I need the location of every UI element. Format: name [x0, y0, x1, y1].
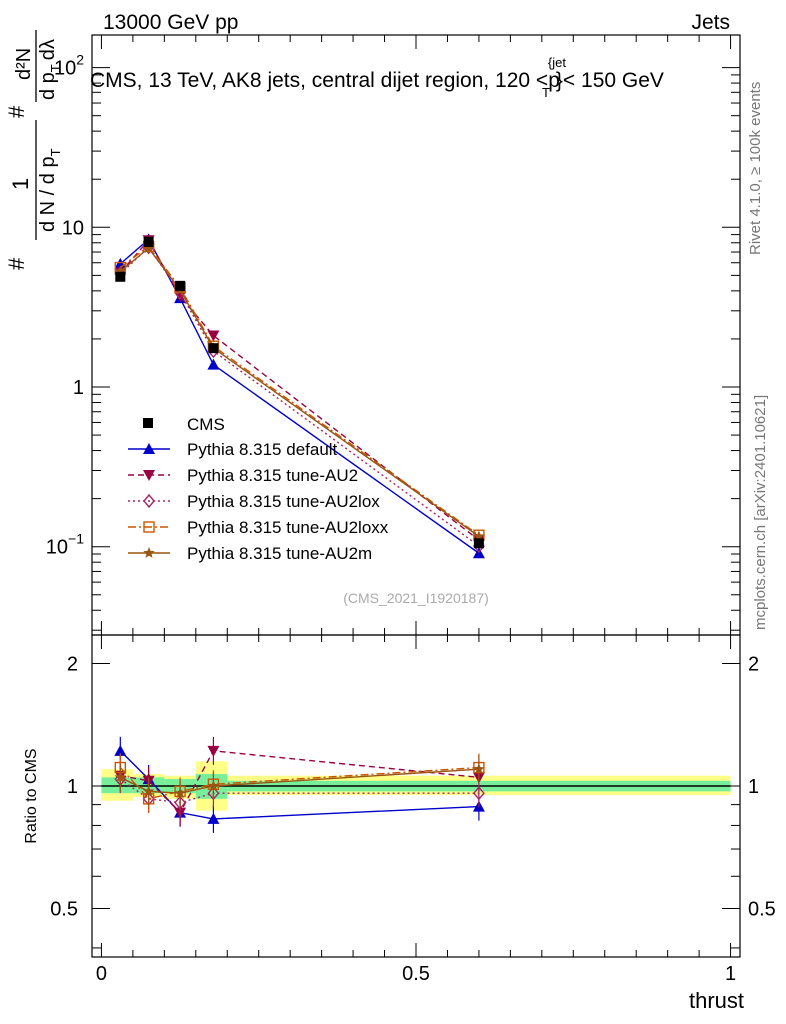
legend-label-4: Pythia 8.315 tune-AU2m: [187, 544, 372, 563]
series-point-0: [114, 257, 127, 269]
ylabel-frac-den: d N / d pT: [37, 148, 63, 232]
x-axis-label: thrust: [689, 988, 744, 1013]
mcplots-label: mcplots.cern.ch [arXiv:2401.10621]: [752, 395, 769, 630]
main-series-layer: [114, 233, 485, 559]
series-point-1: [207, 330, 220, 342]
ratio-y-axis-label: Ratio to CMS: [23, 748, 40, 843]
data-point: [208, 343, 219, 354]
ratio-point-0: [114, 744, 127, 756]
series-point-0: [207, 358, 220, 370]
ratio-series-layer: [114, 736, 485, 833]
data-point: [143, 236, 154, 247]
legend: CMS Pythia 8.315 default Pythia 8.315 tune…: [128, 415, 389, 563]
ratio-point-4: [207, 780, 220, 791]
legend-marker-data: [143, 418, 153, 428]
ylabel-hash-2: #: [4, 105, 29, 118]
rivet-label: Rivet 4.1.0, ≥ 100k events: [747, 82, 764, 255]
ratio-point-0: [207, 812, 220, 824]
legend-label-3: Pythia 8.315 tune-AU2loxx: [187, 518, 389, 537]
x-tick-label: 1: [725, 963, 736, 985]
ratio-line-3: [119, 766, 479, 800]
main-y-axis-label: # 1 d N / d pT # d²N d pTdλ: [4, 30, 63, 270]
ratio-y-tick-label: 1: [67, 776, 78, 798]
ratio-y-tick-label-right: 2: [748, 654, 759, 676]
ylabel-inner-den: d pTdλ: [37, 39, 63, 100]
legend-marker-1: [143, 470, 155, 481]
series-point-4: [473, 530, 485, 542]
x-tick-label: 0: [96, 963, 107, 985]
main-y-tick-label: 10: [62, 217, 84, 239]
analysis-label: (CMS_2021_I1920187): [343, 590, 489, 606]
main-y-tick-label: 10−1: [46, 531, 84, 559]
ratio-point-4: [174, 787, 186, 799]
series-point-4: [114, 265, 126, 277]
ratio-point-4: [142, 785, 155, 797]
x-tick-label: 0.5: [402, 963, 430, 985]
legend-label-2: Pythia 8.315 tune-AU2lox: [187, 492, 380, 511]
legend-marker-0: [143, 443, 155, 454]
ratio-point-1: [207, 745, 220, 757]
legend-marker-3: [143, 521, 155, 533]
ratio-point-4: [114, 771, 126, 783]
ratio-y-tick-label: 0.5: [50, 898, 78, 920]
ylabel-inner-num: d²N: [13, 48, 35, 80]
legend-label-0: Pythia 8.315 default: [187, 440, 338, 459]
legend-label-1: Pythia 8.315 tune-AU2: [187, 466, 358, 485]
legend-label-data: CMS: [187, 415, 225, 434]
ylabel-hash-1: #: [4, 257, 29, 270]
header-right: Jets: [691, 11, 730, 34]
legend-marker-4: [143, 547, 155, 558]
ratio-point-2: [473, 786, 485, 801]
series-point-4: [142, 242, 155, 253]
ratio-uncertainty-bands: [101, 761, 731, 811]
series-line-1: [119, 239, 480, 541]
ratio-y-tick-label-right: 1: [748, 776, 759, 798]
ratio-point-4: [473, 763, 485, 774]
data-point: [473, 538, 484, 549]
header-left: 13000 GeV pp: [103, 11, 238, 34]
chart-title: CMS, 13 TeV, AK8 jets, central dijet reg…: [90, 55, 664, 100]
data-point: [115, 271, 126, 282]
main-y-tick-label: 102: [54, 52, 84, 80]
legend-marker-2: [143, 493, 155, 509]
main-y-tick-label: 1: [73, 377, 84, 399]
ylabel-frac-num: 1: [8, 178, 33, 190]
ratio-y-tick-label-right: 0.5: [748, 898, 776, 920]
data-point: [175, 280, 186, 291]
axis-ticks: 0 0.5 1 10−1 1 10 102 0.5 0.5 1 1 2 2: [46, 35, 776, 985]
ratio-y-tick-label: 2: [67, 654, 78, 676]
ratio-point-2: [174, 795, 186, 810]
